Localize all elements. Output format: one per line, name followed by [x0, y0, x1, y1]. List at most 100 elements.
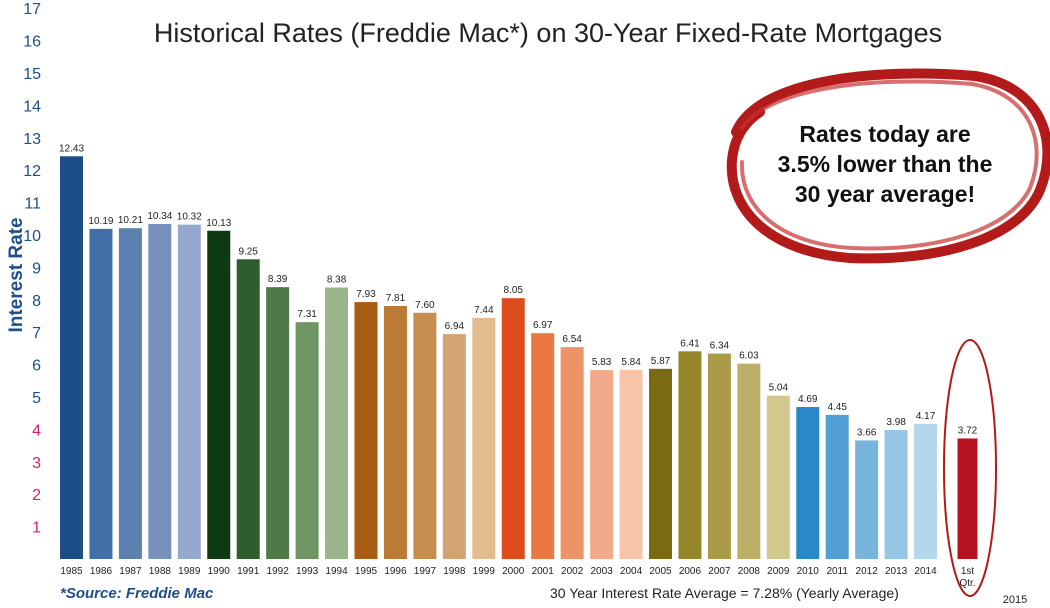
value-label: 6.41	[680, 338, 700, 349]
annotation-line-3: 30 year average!	[795, 181, 975, 207]
x-tick-label: 1991	[237, 566, 260, 577]
bar-1985	[60, 156, 83, 559]
y-tick-label: 10	[23, 228, 41, 245]
annotation-circle-stroke	[739, 79, 1039, 251]
y-tick-label: 6	[32, 358, 41, 375]
last-bar-highlight-circle	[943, 339, 997, 597]
bar-2006	[678, 351, 702, 559]
y-tick-label: 12	[23, 163, 41, 180]
bar-1997	[413, 312, 437, 559]
value-label: 6.97	[533, 320, 553, 331]
value-label: 6.94	[445, 321, 465, 332]
bar-1st-qtr-	[957, 438, 978, 559]
bar-2004	[619, 369, 643, 559]
bar-2011	[825, 414, 849, 559]
value-label: 7.44	[474, 305, 494, 316]
x-tick-label: 1990	[208, 566, 231, 577]
value-label: 10.19	[88, 216, 113, 227]
x-tick-label: 2002	[561, 566, 584, 577]
value-label: 6.34	[710, 341, 730, 352]
x-tick-label: 2010	[797, 566, 820, 577]
x-tick-label: 1992	[267, 566, 290, 577]
bar-2009	[766, 395, 790, 559]
value-labels-group: 12.43 10.19 10.21 10.34 10.32 10.13 9.25 8.39 7.…	[59, 143, 978, 438]
value-label: 5.83	[592, 357, 612, 368]
y-tick-label: 13	[23, 131, 41, 148]
y-tick-label: 9	[32, 260, 41, 277]
bar-1996	[383, 305, 407, 559]
x-tick-label: 1995	[355, 566, 378, 577]
bar-1999	[472, 317, 496, 559]
x-tick-label: 1996	[384, 566, 407, 577]
y-tick-label: 4	[32, 422, 41, 439]
x-tick-label: 2000	[502, 566, 525, 577]
x-tick-label: 1993	[296, 566, 319, 577]
bar-2012	[855, 440, 879, 559]
x-tick-label: 1999	[473, 566, 496, 577]
value-label: 5.87	[651, 356, 671, 367]
value-label: 4.17	[916, 411, 936, 422]
value-label: 10.34	[147, 211, 172, 222]
x-tick-label: 2012	[856, 566, 879, 577]
bar-2008	[737, 363, 761, 559]
value-label: 3.98	[886, 417, 906, 428]
y-tick-label: 17	[23, 1, 41, 18]
source-note: *Source: Freddie Mac	[60, 585, 214, 602]
x-tick-label: 2013	[885, 566, 908, 577]
bar-2005	[649, 368, 672, 559]
x-tick-label: 2009	[767, 566, 790, 577]
x-axis-labels: 1985 1986 1987 1988 1989 1990 1991 1992 1993 1994…	[60, 566, 975, 589]
x-tick-label: 2005	[649, 566, 672, 577]
x-tick-label: 2014	[914, 566, 937, 577]
y-tick-label: 3	[32, 455, 41, 472]
annotation-line-2: 3.5% lower than the	[778, 151, 993, 177]
bar-1995	[354, 302, 378, 559]
x-tick-label: 1986	[90, 566, 113, 577]
x-tick-label: 1988	[149, 566, 172, 577]
value-label: 7.93	[356, 289, 376, 300]
value-label: 5.04	[769, 383, 789, 394]
value-label: 7.60	[415, 300, 435, 311]
x-tick-label: 2004	[620, 566, 643, 577]
bar-2000	[501, 298, 525, 559]
value-label: 9.25	[238, 246, 258, 257]
y-tick-label: 5	[32, 390, 41, 407]
x-tick-label: 1994	[325, 566, 348, 577]
value-label: 3.66	[857, 427, 877, 438]
bar-2013	[884, 430, 908, 559]
y-axis-label: Interest Rate	[6, 217, 27, 332]
bar-1991	[236, 259, 260, 559]
last-category-year: 2015	[1003, 594, 1027, 606]
x-tick-label: 2011	[826, 566, 848, 577]
value-label: 3.72	[958, 425, 978, 436]
x-tick-label: 1997	[414, 566, 437, 577]
bar-1998	[442, 334, 466, 559]
average-footnote: 30 Year Interest Rate Average = 7.28% (Y…	[550, 585, 899, 601]
y-tick-label: 14	[23, 98, 41, 115]
bar-1986	[89, 228, 113, 559]
bar-1993	[295, 322, 319, 559]
y-tick-label: 11	[24, 196, 41, 213]
value-label: 7.31	[297, 309, 317, 320]
bar-1992	[266, 287, 290, 559]
value-label: 10.21	[118, 215, 143, 226]
annotation-callout: Rates today are 3.5% lower than the 30 y…	[726, 68, 1050, 264]
bars-group	[60, 156, 978, 560]
value-label: 7.81	[386, 293, 406, 304]
bar-2010	[796, 407, 820, 559]
x-tick-label: 2003	[590, 566, 613, 577]
bar-1994	[325, 287, 349, 559]
value-label: 10.13	[206, 218, 231, 229]
x-tick-label: 1989	[178, 566, 201, 577]
x-tick-label: 2008	[738, 566, 761, 577]
value-label: 5.84	[621, 357, 641, 368]
x-tick-label: 1st	[961, 566, 975, 577]
y-tick-label: 16	[23, 34, 41, 51]
value-label: 12.43	[59, 143, 84, 154]
y-tick-label: 8	[32, 293, 41, 310]
bar-2003	[590, 370, 614, 559]
value-label: 4.45	[827, 402, 847, 413]
bar-1988	[148, 223, 172, 560]
bar-2001	[531, 333, 555, 559]
